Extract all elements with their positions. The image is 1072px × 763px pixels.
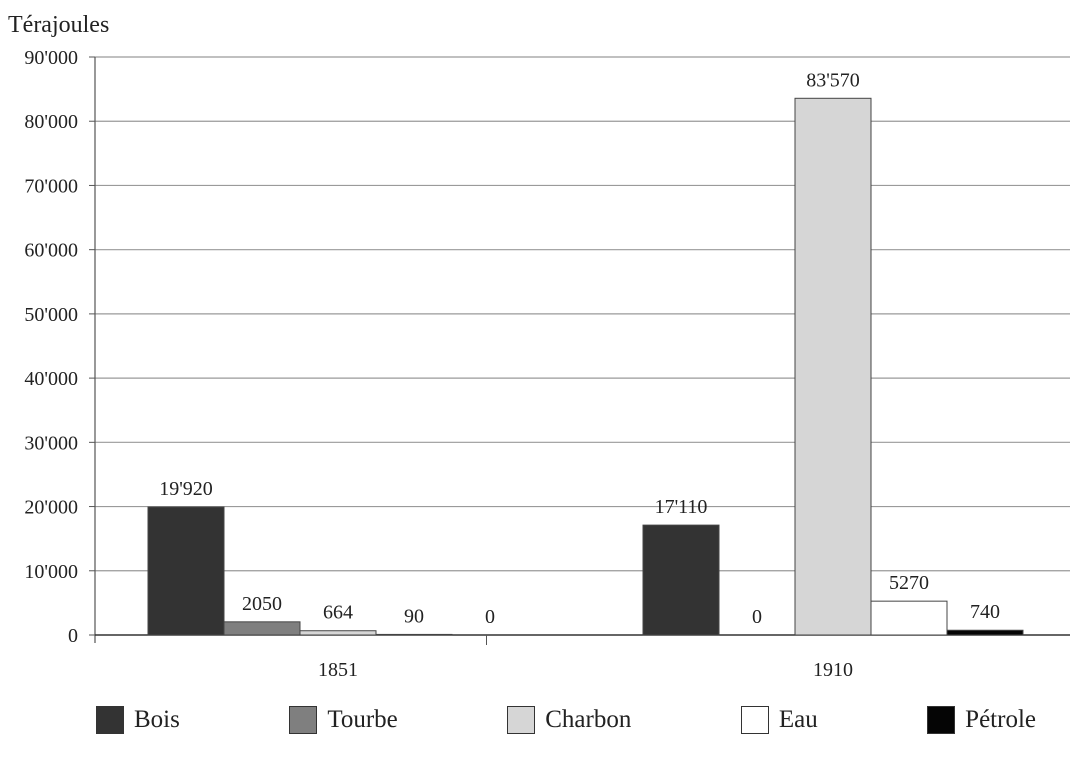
legend-item-bois: Bois [96,706,180,734]
y-tick-label: 40'000 [24,368,78,390]
x-tick-label: 1910 [813,659,853,681]
data-label: 664 [323,602,353,624]
legend-item-charbon: Charbon [507,706,631,734]
bar [299,630,377,636]
legend-swatch-bois [96,706,124,734]
y-tick-label: 80'000 [24,111,78,133]
bar [642,524,720,636]
bar [794,97,872,636]
legend-item-eau: Eau [740,706,818,734]
legend-label-petrole: Pétrole [965,706,1036,733]
data-label: 83'570 [806,69,860,91]
data-label: 0 [752,606,762,628]
data-label: 19'920 [159,478,213,500]
y-tick-label: 0 [68,625,78,647]
legend-swatch-eau [740,706,769,734]
x-tick-label: 1851 [318,659,358,681]
data-label: 740 [970,601,1000,623]
legend-label-tourbe: Tourbe [327,706,398,733]
y-tick-label: 50'000 [24,304,78,326]
y-tick-label: 10'000 [24,561,78,583]
legend-label-charbon: Charbon [545,706,632,733]
legend-label-bois: Bois [134,706,180,733]
y-axis-title: Térajoules [8,12,110,38]
legend-swatch-tourbe [289,706,318,734]
bar [375,633,453,636]
y-tick-label: 70'000 [24,175,78,197]
bar [946,629,1024,636]
legend-swatch-petrole [927,706,956,734]
data-label: 0 [485,606,495,628]
data-label: 5270 [889,572,929,594]
legend-label-eau: Eau [778,706,818,733]
bar-chart: 0 10'000 20'000 30'000 40'000 50'000 60'000 70'… [24,47,1070,681]
y-tick-label: 90'000 [24,47,78,69]
bar [147,506,225,636]
data-label: 17'110 [655,496,708,518]
bar [870,600,948,636]
legend-item-tourbe: Tourbe [289,706,398,734]
y-tick-label: 20'000 [24,497,78,519]
data-label: 2050 [242,593,282,615]
bar [223,621,301,636]
y-tick-label: 30'000 [24,432,78,454]
y-tick-label: 60'000 [24,240,78,262]
legend-swatch-charbon [507,706,536,734]
legend-item-petrole: Pétrole [927,706,1036,734]
data-label: 90 [404,605,424,627]
legend: Bois Tourbe Charbon Eau Pétrole [96,700,1036,740]
